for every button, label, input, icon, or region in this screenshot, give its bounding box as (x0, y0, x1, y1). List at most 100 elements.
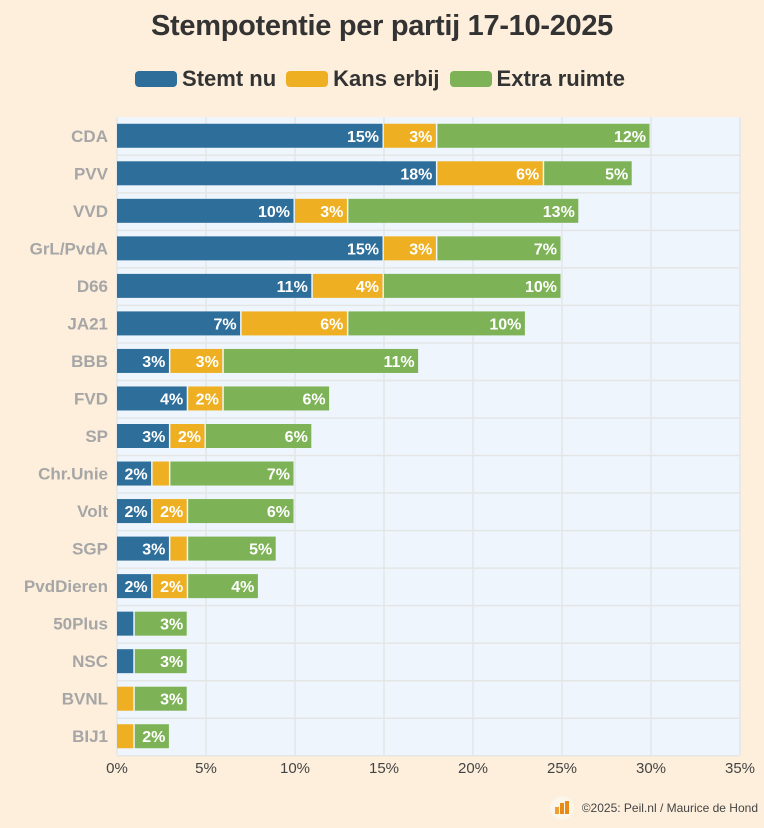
bar-segment (117, 536, 169, 561)
legend-label: Stemt nu (182, 66, 277, 91)
bar-segment (206, 424, 312, 448)
bar-segment (152, 499, 187, 524)
bar-segment (437, 161, 543, 186)
x-tick-label: 0% (106, 760, 128, 777)
data-label: 7% (213, 316, 236, 333)
data-label: 11% (383, 354, 414, 371)
category-label: PvdDieren (24, 577, 108, 596)
data-label: 3% (196, 354, 219, 371)
bar-segment (117, 161, 436, 186)
chart-title: Stempotentie per partij 17-10-2025 (150, 10, 614, 42)
data-label: 4% (231, 579, 254, 596)
data-label: 3% (320, 204, 343, 221)
category-label: 50Plus (53, 615, 108, 634)
data-label: 3% (142, 542, 165, 559)
legend-item-stemt-nu: Stemt nu (135, 66, 276, 92)
bar-segment (241, 311, 347, 336)
data-label: 2% (196, 391, 219, 408)
data-label: 6% (267, 504, 290, 521)
bar-segment (117, 686, 134, 711)
data-label: 10% (525, 279, 557, 296)
data-label: 2% (124, 579, 147, 596)
data-label: 12% (614, 129, 646, 146)
credit-text: ©2025: Peil.nl / Maurice de Hond (581, 801, 758, 815)
x-tick-label: 30% (636, 760, 666, 777)
bar-segment (117, 499, 152, 524)
bar-segment (170, 536, 187, 561)
bar-segment (437, 236, 561, 261)
footer: ©2025: Peil.nl / Maurice de Hond (549, 796, 758, 820)
data-label: 3% (160, 692, 183, 709)
data-label: 2% (160, 504, 183, 521)
data-label: 2% (124, 504, 147, 521)
bar-segment (152, 461, 169, 486)
data-label: 11% (277, 279, 308, 296)
bar-segment (170, 424, 205, 448)
category-label: PVV (74, 164, 109, 183)
category-label: CDA (71, 127, 108, 146)
data-label: 3% (160, 617, 183, 634)
legend-swatch-stemt-nu (135, 71, 178, 87)
bar-segment (170, 461, 294, 486)
bar-segment (117, 273, 312, 298)
bar-segment (117, 574, 152, 599)
data-label: 15% (347, 241, 379, 258)
bar-segment (188, 499, 294, 524)
bar-segment (117, 424, 169, 448)
bar-segment (384, 123, 436, 148)
category-label: VVD (73, 202, 108, 221)
legend: Stemt nu Kans erbij Extra ruimte (0, 66, 764, 92)
bar-segment (117, 123, 383, 148)
bar-segment (384, 273, 561, 298)
category-label: FVD (74, 389, 108, 408)
bar-segment (348, 198, 579, 223)
data-label: 6% (320, 316, 343, 333)
legend-label: Kans erbij (333, 66, 440, 91)
bar-segment (152, 574, 187, 599)
bar-segment (134, 686, 187, 711)
category-label: SGP (72, 540, 108, 559)
bar-segment (223, 386, 330, 411)
category-label: Volt (77, 502, 108, 521)
peil-logo-icon (549, 796, 574, 820)
category-label: GrL/PvdA (30, 239, 108, 258)
data-label: 2% (142, 729, 165, 746)
data-label: 18% (400, 166, 432, 183)
x-tick-label: 10% (280, 760, 310, 777)
data-label: 7% (267, 467, 290, 484)
category-label: Chr.Unie (38, 465, 108, 484)
bar-segment (117, 311, 241, 336)
bar-segment (134, 724, 169, 749)
bar-segment (170, 348, 223, 373)
x-tick-label: 35% (725, 760, 755, 777)
legend-swatch-extra-ruimte (449, 71, 492, 87)
legend-item-extra-ruimte: Extra ruimte (449, 66, 625, 92)
bar-segment (188, 386, 223, 411)
data-label: 4% (160, 391, 183, 408)
category-label: BIJ1 (72, 727, 108, 746)
bar-segment (134, 649, 187, 674)
data-label: 6% (516, 166, 539, 183)
data-label: 2% (160, 579, 183, 596)
bar-segment (117, 236, 383, 261)
legend-label: Extra ruimte (496, 66, 625, 91)
bar-segment (117, 198, 294, 223)
bar-segment (117, 348, 169, 373)
data-label: 6% (302, 391, 325, 408)
data-label: 2% (178, 429, 201, 446)
data-label: 5% (605, 166, 628, 183)
data-label: 3% (160, 654, 183, 671)
bar-segment (437, 123, 650, 148)
bar-segment (117, 724, 134, 749)
data-label: 7% (534, 241, 557, 258)
category-label: SP (85, 427, 108, 446)
bar-segment (134, 611, 187, 636)
legend-swatch-kans-erbij (286, 71, 329, 87)
x-tick-label: 20% (458, 760, 488, 777)
bar-segment (384, 236, 436, 261)
category-label: D66 (77, 277, 108, 296)
legend-item-kans-erbij: Kans erbij (286, 66, 440, 92)
data-label: 13% (543, 204, 575, 221)
data-label: 4% (356, 279, 379, 296)
bar-segment (295, 198, 347, 223)
